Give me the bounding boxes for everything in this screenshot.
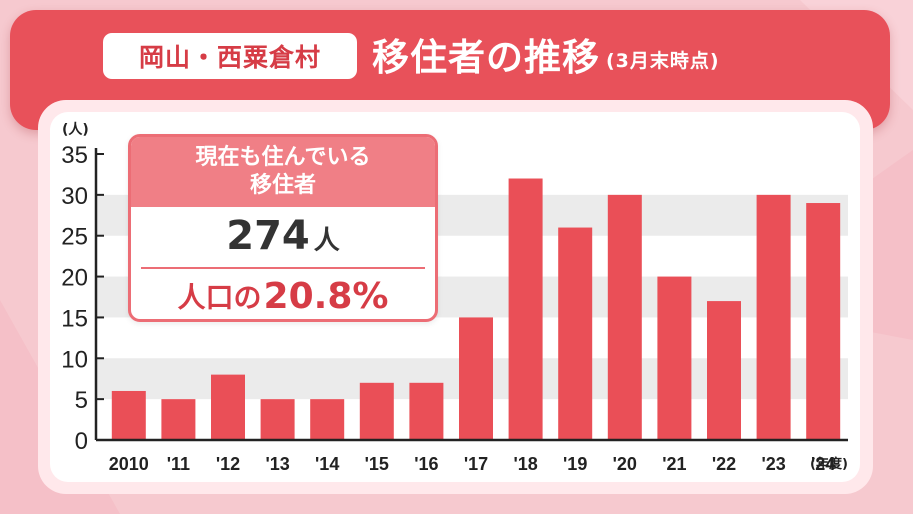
x-tick-label: '20 xyxy=(613,454,637,474)
x-tick-label: '13 xyxy=(265,454,289,474)
bar xyxy=(657,276,692,440)
bar xyxy=(310,399,345,440)
x-tick-label: 2010 xyxy=(109,454,149,474)
x-tick-label: '16 xyxy=(414,454,438,474)
bar xyxy=(459,317,493,440)
x-tick-label: '19 xyxy=(563,454,587,474)
callout-heading-line1: 現在も住んでいる xyxy=(195,145,371,170)
callout-ratio-value: 20.8% xyxy=(263,275,389,317)
bar xyxy=(111,390,146,440)
bar xyxy=(707,301,741,440)
summary-callout: 現在も住んでいる 移住者 274 人 人口の 20.8% xyxy=(128,134,438,322)
bar xyxy=(508,178,543,440)
y-tick-label: 5 xyxy=(75,387,88,414)
x-tick-label: '24 xyxy=(811,454,835,474)
x-tick-label: '17 xyxy=(464,454,488,474)
y-tick-label: 35 xyxy=(61,142,88,169)
x-tick-label: '15 xyxy=(365,454,389,474)
x-tick-label: '11 xyxy=(167,454,190,474)
bar xyxy=(161,399,196,440)
place-badge: 岡山・西粟倉村 xyxy=(103,33,357,79)
title-text: 移住者の推移 xyxy=(372,36,600,79)
x-tick-label: '22 xyxy=(712,454,736,474)
callout-heading-line2: 移住者 xyxy=(249,173,316,198)
callout-total-value: 274 xyxy=(226,213,310,259)
callout-ratio-label: 人口の xyxy=(177,281,262,314)
y-tick-label: 25 xyxy=(61,224,88,251)
bar xyxy=(359,382,394,440)
x-tick-label: '21 xyxy=(662,454,686,474)
callout-heading: 現在も住んでいる 移住者 xyxy=(131,137,435,207)
bar xyxy=(806,203,841,440)
x-axis-unit: (年度) xyxy=(810,456,848,472)
callout-ratio: 人口の 20.8% xyxy=(131,271,435,319)
bar xyxy=(211,374,245,440)
x-tick-label: '18 xyxy=(513,454,537,474)
bar xyxy=(607,194,642,440)
callout-total-unit: 人 xyxy=(313,226,340,256)
y-tick-label: 10 xyxy=(61,346,88,373)
bar xyxy=(409,382,444,440)
bar xyxy=(756,194,791,440)
bar xyxy=(260,399,295,440)
x-tick-label: '23 xyxy=(761,454,785,474)
x-tick-label: '12 xyxy=(216,454,240,474)
y-tick-label: 0 xyxy=(75,428,88,455)
y-tick-label: 30 xyxy=(61,183,88,210)
callout-divider xyxy=(141,267,425,269)
y-tick-label: 15 xyxy=(61,305,88,332)
y-tick-label: 20 xyxy=(61,265,88,292)
bar xyxy=(558,227,593,440)
title-note: (3月末時点) xyxy=(606,49,720,72)
chart-title: 移住者の推移 (3月末時点) xyxy=(372,26,720,82)
y-axis-unit: (人) xyxy=(62,121,89,138)
x-tick-label: '14 xyxy=(315,454,339,474)
callout-total: 274 人 xyxy=(131,213,435,265)
